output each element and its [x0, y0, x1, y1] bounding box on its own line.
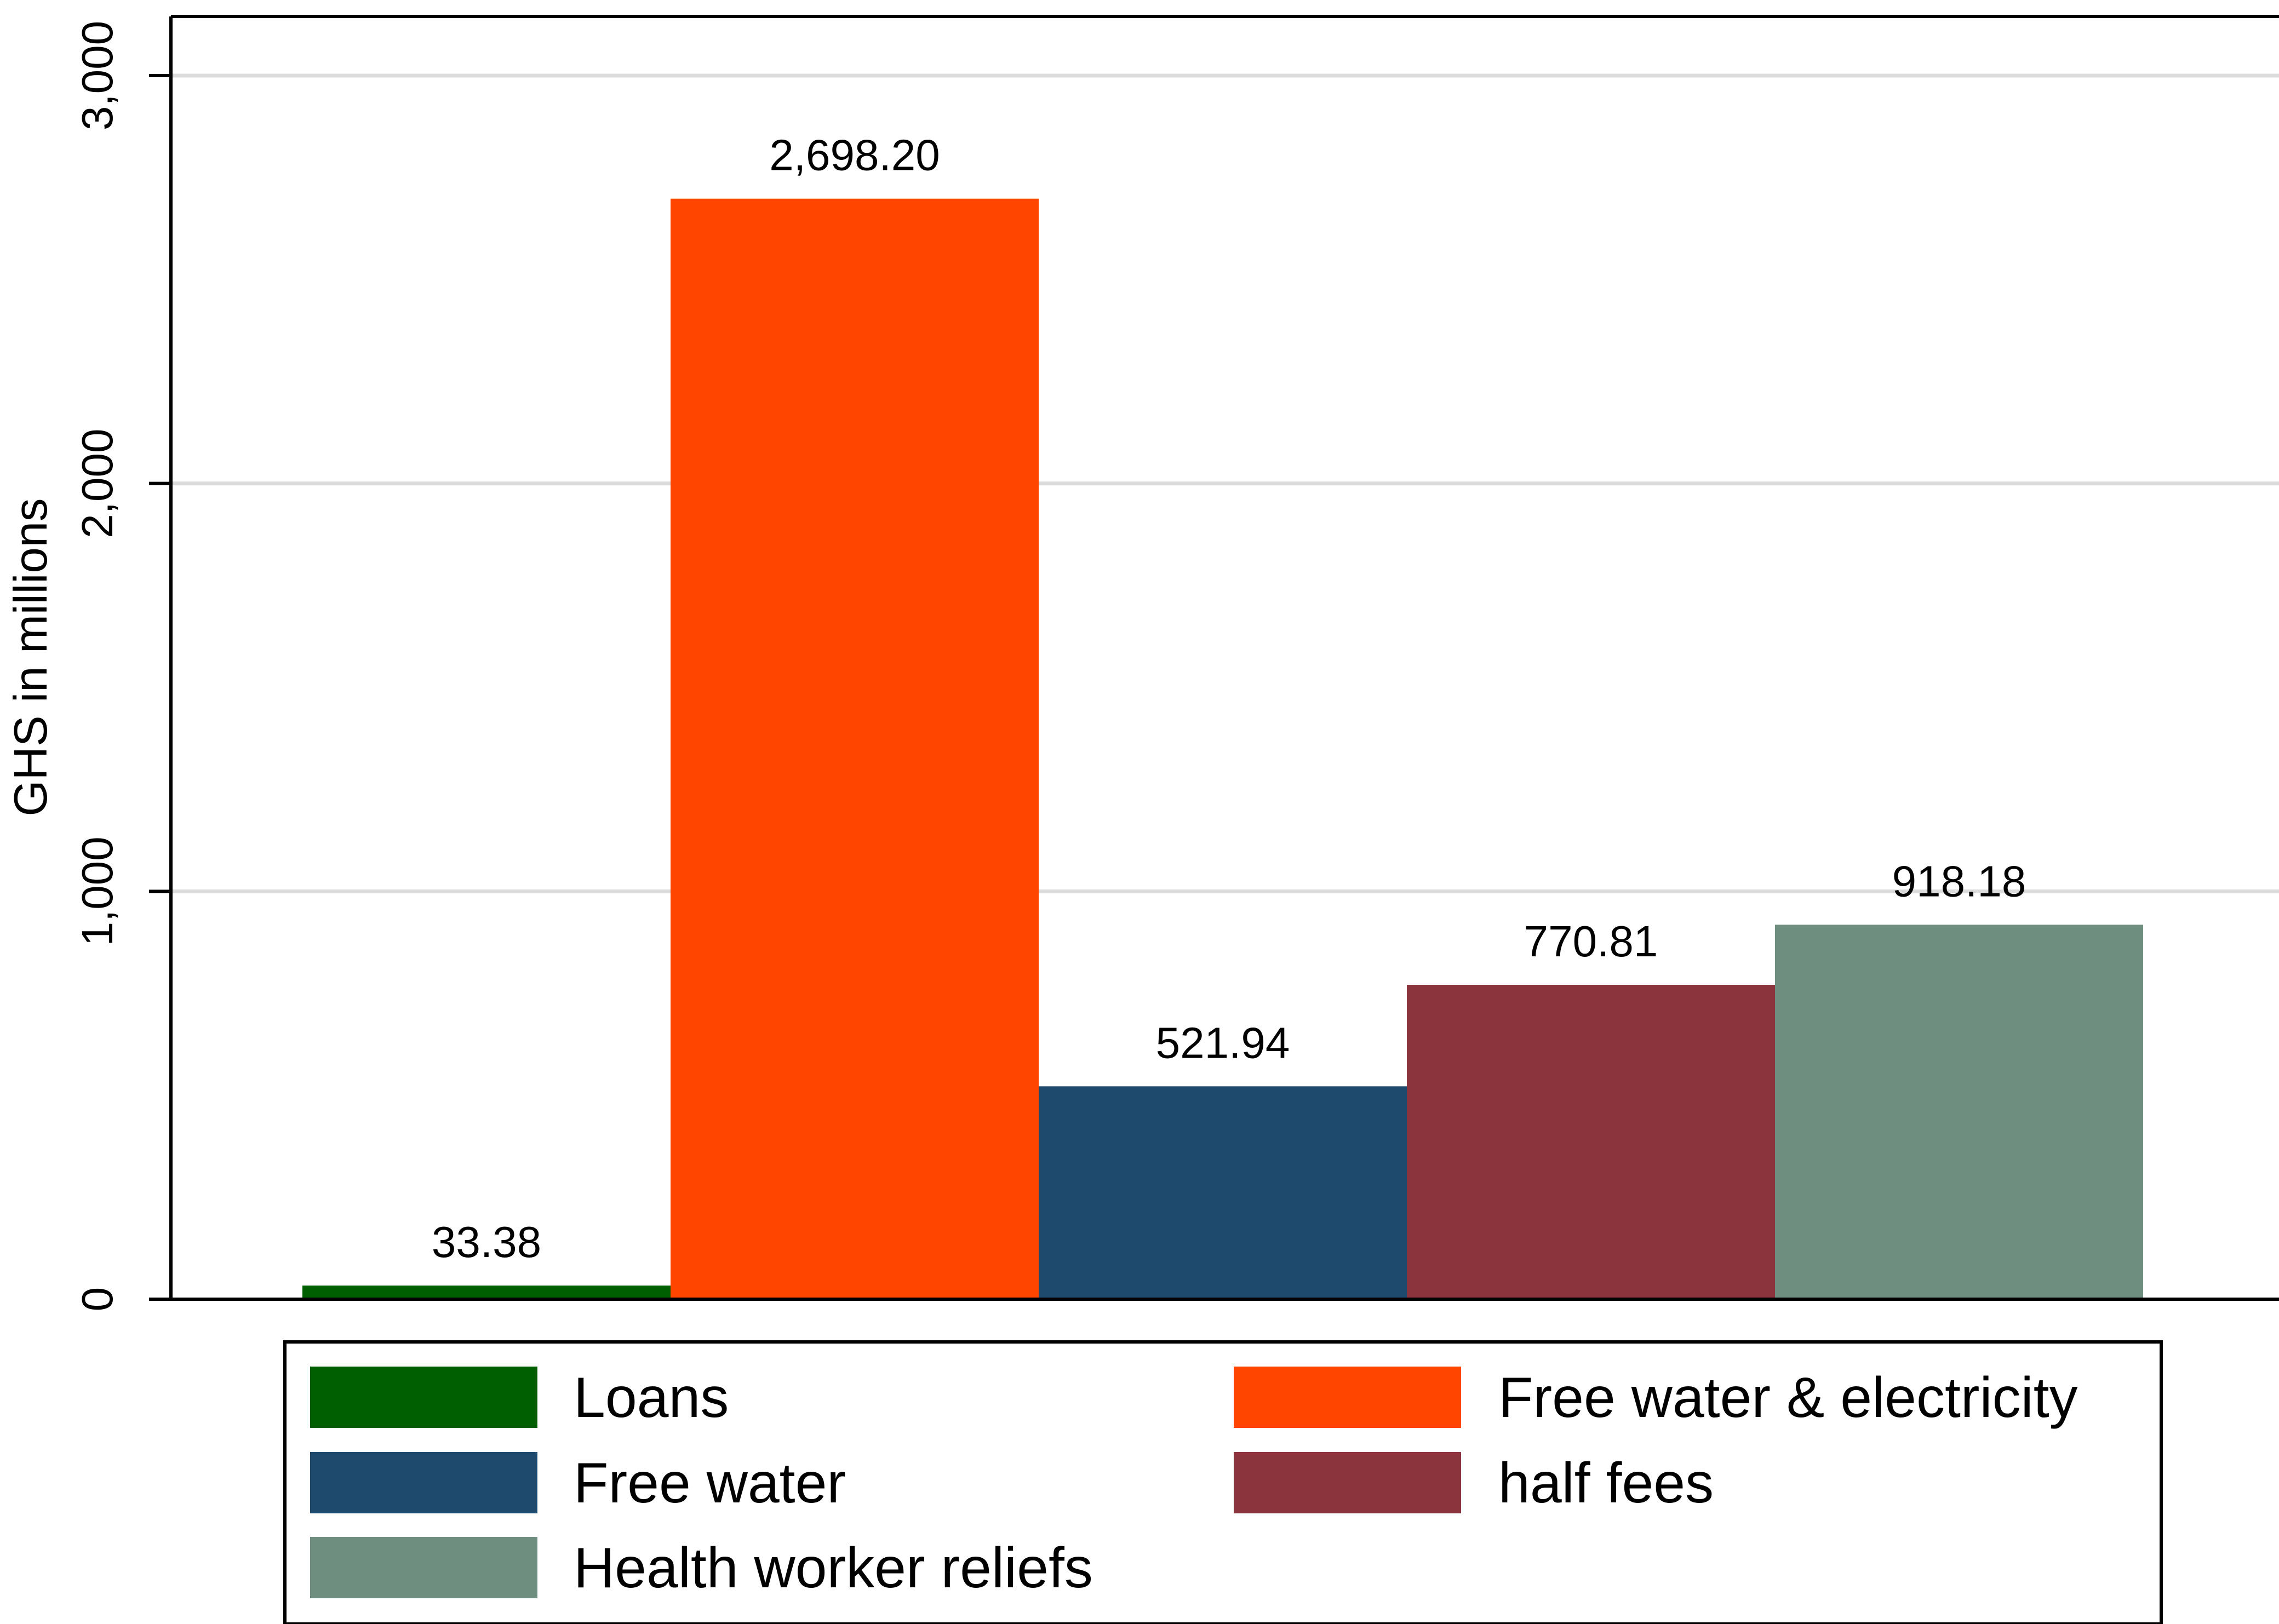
bar	[1775, 925, 2143, 1299]
bar	[1407, 985, 1775, 1299]
y-axis-title: GHS in millions	[5, 498, 57, 817]
legend-swatch	[1234, 1367, 1461, 1428]
gridlines	[171, 73, 2279, 893]
y-tick-label: 1,000	[73, 836, 122, 946]
bar	[1039, 1086, 1407, 1299]
legend-label: half fees	[1498, 1451, 1714, 1515]
data-label: 2,698.20	[769, 131, 940, 180]
y-tick-label: 0	[73, 1287, 122, 1312]
legend-items: Loans Free water & electricity Free water h…	[310, 1366, 2078, 1600]
data-label: 918.18	[1892, 857, 2026, 905]
axes	[169, 15, 2279, 1301]
y-tick-label: 3,000	[73, 21, 122, 130]
legend-label: Health worker reliefs	[574, 1536, 1093, 1600]
legend-swatch	[1234, 1452, 1461, 1513]
legend-swatch	[310, 1367, 537, 1428]
legend-label: Loans	[574, 1366, 729, 1430]
data-label: 33.38	[432, 1218, 541, 1266]
legend-swatch	[310, 1537, 537, 1598]
data-labels: 33.38 2,698.20 521.94 770.81 918.18	[432, 131, 2026, 1266]
legend-label: Free water & electricity	[1498, 1366, 2078, 1430]
legend-swatch	[310, 1452, 537, 1513]
bar	[302, 1286, 671, 1299]
bar	[671, 198, 1039, 1300]
data-label: 521.94	[1156, 1018, 1290, 1067]
bars	[302, 198, 2143, 1300]
data-label: 770.81	[1524, 917, 1658, 966]
legend: Loans Free water & electricity Free water h…	[283, 1340, 2163, 1624]
legend-label: Free water	[574, 1451, 846, 1515]
y-ticks: 0 1,000 2,000 3,000	[73, 21, 171, 1311]
y-tick-label: 2,000	[73, 429, 122, 538]
legend-box	[283, 1340, 2163, 1624]
